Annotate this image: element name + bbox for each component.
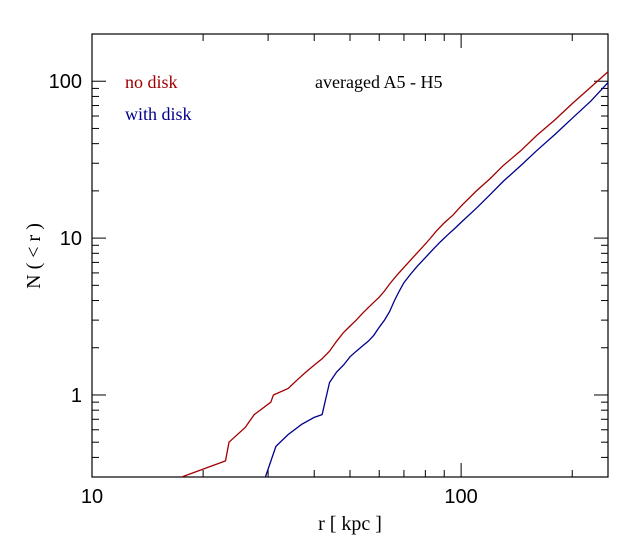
y-tick-label: 10 bbox=[60, 228, 82, 250]
x-tick-label: 10 bbox=[81, 486, 103, 508]
y-axis-label: N ( < r ) bbox=[23, 223, 45, 289]
tick-labels: 10 100 1 10 100 bbox=[49, 71, 478, 508]
series-line-with-disk bbox=[264, 82, 608, 477]
x-tick-label: 100 bbox=[444, 486, 477, 508]
x-axis-label: r [ kpc ] bbox=[318, 513, 382, 535]
legend-label-with-disk: with disk bbox=[125, 104, 192, 124]
axis-ticks bbox=[91, 33, 608, 478]
series-line-no-disk bbox=[181, 71, 608, 477]
y-tick-label: 100 bbox=[49, 71, 82, 93]
y-tick-label: 1 bbox=[71, 385, 82, 407]
legend-label-no-disk: no disk bbox=[125, 72, 178, 92]
plot-frame bbox=[91, 33, 609, 478]
annotation-text: averaged A5 - H5 bbox=[315, 72, 442, 92]
series-lines bbox=[181, 71, 608, 477]
